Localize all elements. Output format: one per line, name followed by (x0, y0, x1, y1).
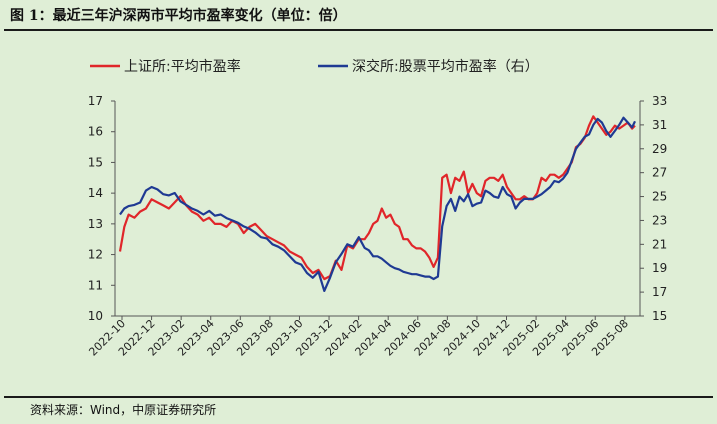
right-tick-label: 31 (652, 118, 667, 132)
source-note: 资料来源：Wind，中原证券研究所 (30, 403, 217, 417)
right-tick-label: 21 (652, 237, 667, 251)
right-tick-label: 29 (652, 142, 667, 156)
legend-label-shenzhen: 深交所:股票平均市盈率（右） (352, 58, 539, 75)
legend-label-shanghai: 上证所:平均市盈率 (124, 58, 241, 75)
series-line-shenzhen (119, 116, 636, 292)
right-tick-label: 23 (652, 213, 667, 227)
left-tick-label: 13 (88, 217, 103, 231)
series-line-shanghai (118, 115, 636, 281)
left-tick-label: 15 (88, 155, 103, 169)
left-tick-label: 17 (88, 94, 103, 108)
right-tick-label: 33 (652, 94, 667, 108)
right-tick-label: 15 (652, 309, 667, 323)
bottom-rule (4, 396, 713, 398)
left-tick-label: 16 (88, 125, 103, 139)
top-rule (4, 29, 713, 31)
right-tick-label: 27 (652, 166, 667, 180)
left-tick-label: 11 (88, 278, 103, 292)
left-tick-label: 14 (88, 186, 103, 200)
left-tick-label: 10 (88, 309, 103, 323)
left-tick-label: 12 (88, 248, 103, 262)
right-tick-label: 25 (652, 190, 667, 204)
chart-title: 图 1：最近三年沪深两市平均市盈率变化（单位：倍） (10, 8, 347, 24)
right-tick-label: 19 (652, 261, 667, 275)
right-tick-label: 17 (652, 285, 667, 299)
